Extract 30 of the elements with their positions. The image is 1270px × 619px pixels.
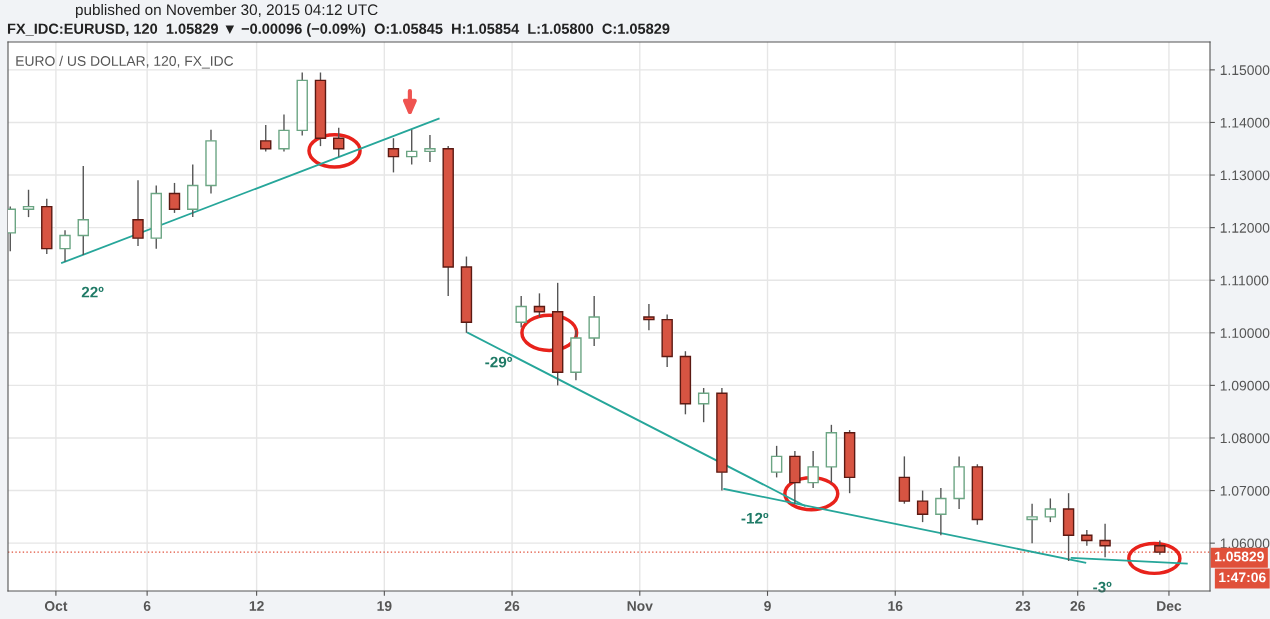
annotation: 22º [81, 286, 104, 298]
x-tick-label: 9 [764, 601, 771, 611]
y-tick-label: 1.14000 [1220, 117, 1270, 128]
y-tick-label: 1.07000 [1220, 485, 1270, 496]
x-tick-label: 19 [377, 601, 392, 611]
x-tick-label: Oct [44, 601, 68, 611]
y-tick-label: 1.09000 [1220, 380, 1270, 391]
y-tick-label: 1.11000 [1220, 275, 1269, 286]
annotation: -12º [741, 512, 769, 524]
text: 1:47:06 [1219, 572, 1266, 583]
x-tick-label: 26 [1070, 601, 1085, 611]
x-tick-label: 16 [888, 601, 903, 611]
annotation: -3º [1093, 581, 1112, 593]
annotation: -29º [485, 356, 513, 368]
y-tick-label: 1.15000 [1220, 65, 1270, 76]
ref-line-label: 1.05829 [1215, 551, 1264, 562]
y-tick-label: 1.10000 [1220, 328, 1270, 338]
x-tick-label: 6 [143, 601, 151, 611]
chart-subtitle: FX_IDC:EURUSD, 120 1.05829 ▼ −0.00096 (−0.09%) O:1.05845 H:1.05854 L:1.05800 C:1.05829 [7, 23, 670, 37]
x-tick-label: Dec [1157, 601, 1182, 611]
y-tick-label: 1.13000 [1220, 170, 1270, 181]
y-tick-label: 1.06000 [1220, 538, 1270, 549]
y-tick-label: 1.08000 [1220, 433, 1270, 444]
y-tick-label: 1.12000 [1220, 222, 1270, 233]
x-tick-label: 12 [249, 601, 264, 611]
chart-title: published on November 30, 2015 04:12 UTC [75, 3, 378, 19]
annotation: EURO / US DOLLAR, 120, FX_IDC [16, 55, 234, 69]
x-tick-label: Nov [627, 601, 653, 611]
x-tick-label: 23 [1015, 601, 1031, 611]
x-tick-label: 26 [504, 601, 520, 611]
